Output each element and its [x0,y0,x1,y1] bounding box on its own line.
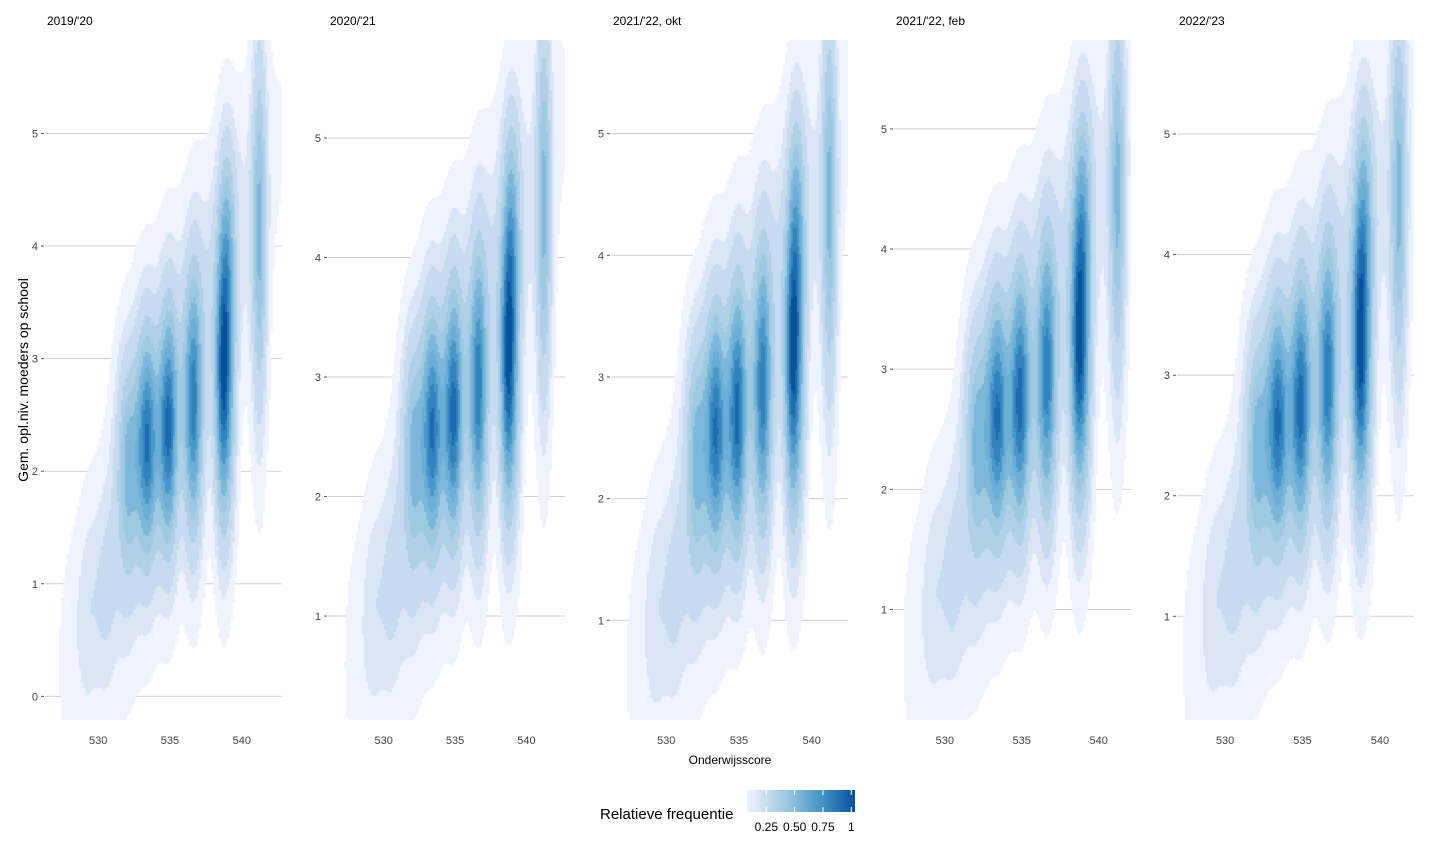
x-tick-label: 530 [375,735,393,747]
y-tick-label: 1 [598,615,604,627]
legend-title: Relatieve frequentie [600,806,733,823]
x-tick-label: 540 [517,735,535,747]
density-contours-1 [45,40,282,720]
x-axis-title: Onderwijsscore [689,753,772,767]
legend-colorbar [747,790,855,812]
density-contours-5 [1177,40,1414,720]
x-tick-label: 540 [1371,735,1389,747]
x-tick-label: 530 [657,735,675,747]
x-tick-label: 530 [89,735,107,747]
x-tick-label: 535 [730,735,748,747]
density-contours-2 [328,40,565,720]
y-tick-label: 5 [315,133,321,145]
facet-title: 2020/'21 [330,14,376,28]
y-tick-label: 5 [598,129,604,141]
density-contours-3 [611,40,848,720]
y-axis-title: Gem. opl.niv. moeders op school [15,278,31,482]
facet-title: 2019/'20 [47,14,93,28]
y-tick-label: 0 [32,691,38,703]
y-tick-label: 3 [1164,370,1170,382]
y-tick-label: 1 [1164,611,1170,623]
y-tick-label: 4 [881,244,887,256]
x-tick-label: 530 [1216,735,1234,747]
y-tick-label: 1 [32,579,38,591]
y-tick-label: 4 [315,253,321,265]
y-tick-label: 4 [1164,250,1170,262]
legend-tick-label: 0.25 [755,820,779,834]
x-tick-label: 535 [1013,735,1031,747]
y-tick-label: 4 [32,241,38,253]
y-tick-label: 3 [881,364,887,376]
y-tick-label: 5 [32,128,38,140]
x-tick-label: 535 [446,735,464,747]
y-tick-label: 1 [881,604,887,616]
x-tick-label: 530 [936,735,954,747]
y-tick-label: 2 [315,492,321,504]
legend-tick-label: 0.75 [811,820,835,834]
legend-tick-label: 1 [848,820,855,834]
facet-title: 2022/'23 [1179,14,1225,28]
x-tick-label: 540 [802,735,820,747]
x-tick-label: 540 [1090,735,1108,747]
legend-tick-label: 0.50 [783,820,807,834]
facet-title: 2021/'22, feb [896,14,965,28]
facet-title: 2021/'22, okt [613,14,682,28]
y-tick-label: 3 [32,354,38,366]
y-tick-label: 3 [315,372,321,384]
x-tick-label: 540 [233,735,251,747]
y-tick-label: 2 [32,466,38,478]
x-tick-label: 535 [1293,735,1311,747]
y-tick-label: 2 [598,494,604,506]
y-tick-label: 3 [598,372,604,384]
density-contours-4 [894,40,1131,720]
y-tick-label: 1 [315,611,321,623]
y-tick-label: 5 [881,124,887,136]
y-tick-label: 2 [881,484,887,496]
y-tick-label: 2 [1164,491,1170,503]
y-tick-label: 4 [598,250,604,262]
y-tick-label: 5 [1164,129,1170,141]
x-tick-label: 535 [161,735,179,747]
